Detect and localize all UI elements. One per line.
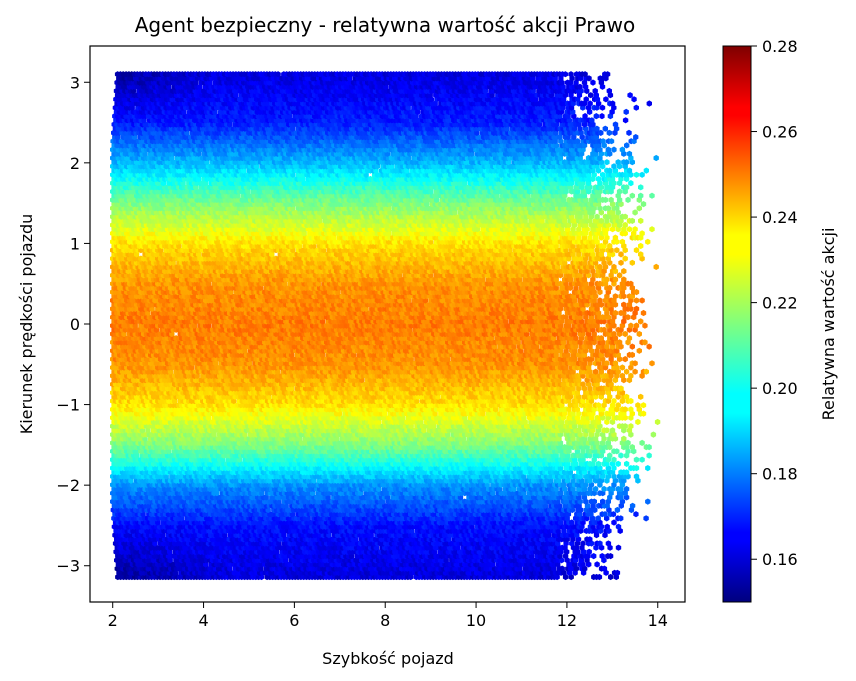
- hexbin-cell: [639, 457, 644, 463]
- hexbin-cell: [608, 574, 613, 580]
- hexbin-cell: [591, 553, 596, 559]
- hexbin-cell: [633, 511, 638, 517]
- hexbin-cell: [594, 561, 599, 567]
- hexbin-cell: [643, 515, 648, 521]
- hexbin-cell: [616, 461, 621, 467]
- hexbin-cell: [645, 465, 650, 471]
- hexbin-cell: [645, 499, 650, 505]
- hexbin-cell: [616, 545, 621, 551]
- chart-title: Agent bezpieczny - relatywna wartość akc…: [135, 13, 636, 37]
- hexbin-cell: [624, 461, 629, 467]
- hexbin-cell: [634, 457, 639, 463]
- hexbin-cells: [110, 71, 660, 580]
- hexbin-cell: [611, 519, 616, 525]
- hexbin-cell: [615, 507, 620, 513]
